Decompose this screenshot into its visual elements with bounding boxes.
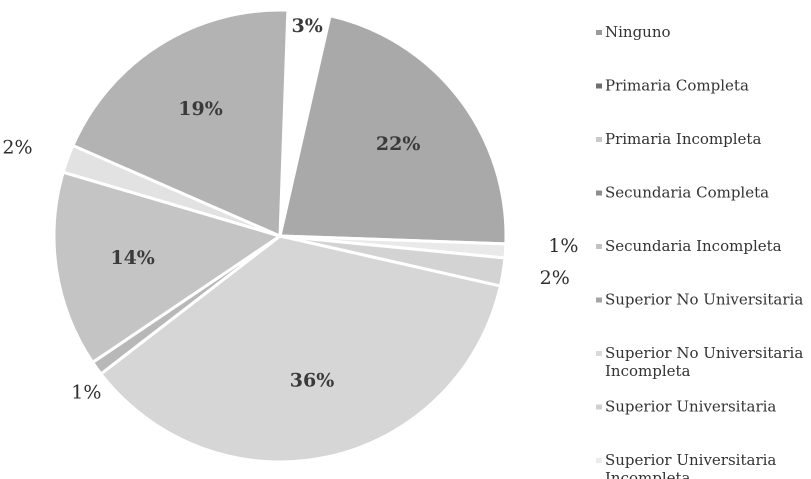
pie-data-label-5: 36%: [290, 370, 335, 392]
pie-slice-2: [278, 13, 508, 246]
legend-swatch: [596, 137, 602, 142]
pie-data-label-3: 1%: [548, 235, 578, 257]
legend-label: Superior Universitaria: [605, 398, 776, 416]
pie-slice-5: [98, 234, 503, 464]
legend-label: Superior Universitaria: [605, 451, 776, 469]
legend-item-4: Secundaria Completa: [596, 184, 769, 202]
pie-data-label-9: 19%: [178, 98, 223, 120]
legend-label: Secundaria Completa: [605, 184, 769, 202]
legend-label: Superior No Universitaria: [605, 291, 803, 309]
pie-data-label-7: 14%: [110, 247, 155, 269]
legend-item-8: Superior Universitaria: [596, 398, 776, 416]
legend-item-2: Primaria Completa: [596, 77, 749, 95]
pie-data-label-6: 1%: [71, 382, 101, 404]
legend-swatch: [596, 30, 602, 35]
legend-label: Primaria Incompleta: [605, 130, 761, 148]
legend-label: Superior No Universitaria: [605, 344, 803, 362]
legend-swatch: [596, 351, 602, 356]
legend-swatch: [596, 190, 602, 196]
legend: Ninguno Primaria Completa Primaria Incompl…: [596, 23, 803, 479]
legend-swatch: [596, 83, 602, 89]
pie-slice-9: [70, 8, 290, 239]
legend-item-6: Superior No Universitaria: [596, 291, 803, 309]
legend-item-1: Ninguno: [596, 23, 671, 41]
legend-swatch: [596, 244, 602, 249]
pie-slices: [52, 0, 508, 464]
pie-data-label-4: 2%: [540, 267, 570, 289]
legend-label: Primaria Completa: [605, 77, 749, 95]
legend-label: Secundaria Incompleta: [605, 237, 782, 255]
legend-swatch: [596, 404, 602, 410]
legend-item-5: Secundaria Incompleta: [596, 237, 782, 255]
pie-data-label-1: 3%: [292, 15, 323, 37]
legend-label-line2: Incompleta: [605, 469, 691, 479]
pie-labels: 3% 22% 1% 2% 36% 1% 14% 2% 19%: [2, 15, 578, 404]
legend-item-3: Primaria Incompleta: [596, 130, 761, 148]
legend-label-line2: Incompleta: [605, 362, 691, 380]
legend-swatch: [596, 297, 602, 303]
legend-label: Ninguno: [605, 23, 671, 41]
pie-data-label-8: 2%: [2, 136, 32, 158]
pie-data-label-2: 22%: [376, 133, 421, 155]
legend-swatch: [596, 458, 602, 463]
